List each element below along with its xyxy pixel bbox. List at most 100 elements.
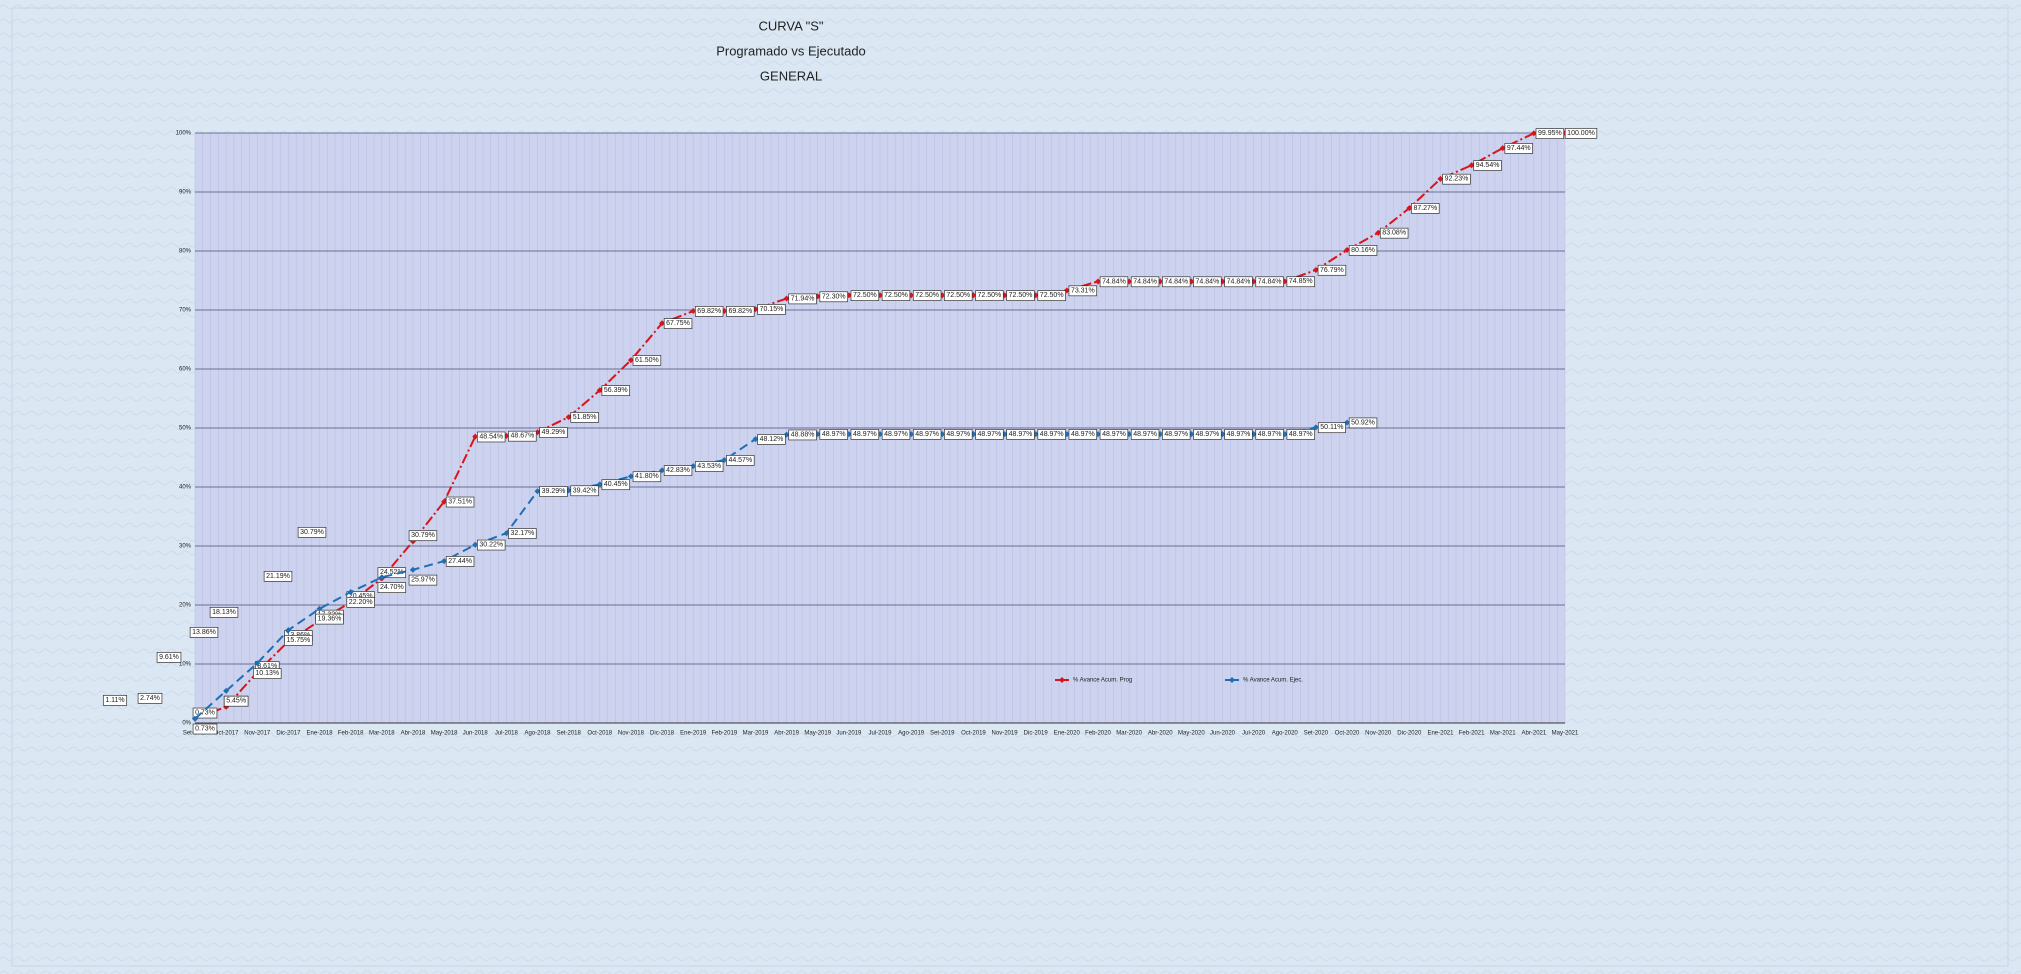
data-label: 10.13% bbox=[255, 670, 279, 677]
data-label-box bbox=[850, 290, 880, 301]
data-label-box bbox=[694, 461, 724, 472]
x-tick-label: Feb-2021 bbox=[1459, 731, 1485, 737]
x-tick-label: Abr-2018 bbox=[401, 731, 426, 737]
data-label: 61.50% bbox=[635, 357, 659, 364]
data-label-box bbox=[601, 385, 630, 396]
data-label: 15.75% bbox=[287, 637, 311, 644]
data-label: 48.97% bbox=[822, 431, 846, 438]
data-label-box bbox=[819, 429, 848, 440]
y-tick-label: 100% bbox=[176, 131, 192, 137]
marker bbox=[1499, 145, 1506, 152]
x-tick-label: Dic-2019 bbox=[1024, 731, 1049, 737]
marker bbox=[1312, 424, 1319, 431]
y-tick-label: 40% bbox=[179, 485, 192, 491]
x-tick-label: Jul-2020 bbox=[1242, 731, 1266, 737]
x-tick-label: Dic-2020 bbox=[1397, 731, 1422, 737]
data-label: 49.29% bbox=[542, 429, 566, 436]
data-label: 48.88% bbox=[791, 431, 815, 438]
data-label-box bbox=[1162, 429, 1191, 440]
x-tick-label: Dic-2018 bbox=[650, 731, 675, 737]
data-label: 39.29% bbox=[542, 488, 566, 495]
data-label: 50.11% bbox=[1320, 424, 1343, 431]
data-label-box bbox=[726, 306, 755, 317]
data-label-box bbox=[726, 455, 755, 466]
x-tick-label: Abr-2019 bbox=[774, 731, 799, 737]
marker bbox=[285, 627, 292, 634]
data-label: 9.61% bbox=[159, 654, 179, 661]
data-label-box bbox=[632, 471, 662, 483]
x-tick-label: Feb-2020 bbox=[1085, 731, 1111, 737]
data-label-box bbox=[1473, 160, 1502, 171]
data-label: 48.97% bbox=[884, 431, 908, 438]
data-label: 1.11% bbox=[105, 697, 124, 704]
x-tick-label: Jun-2018 bbox=[463, 731, 489, 737]
data-label: 48.97% bbox=[1009, 431, 1033, 438]
data-label-box bbox=[570, 412, 599, 423]
marker bbox=[378, 574, 385, 581]
data-label-box bbox=[819, 291, 848, 303]
data-label: 69.82% bbox=[697, 308, 721, 315]
data-label: 2.74% bbox=[140, 695, 160, 702]
x-tick-label: Mar-2018 bbox=[369, 731, 395, 737]
data-label-box bbox=[1193, 276, 1222, 288]
data-label-box bbox=[1006, 290, 1035, 301]
data-label: 72.50% bbox=[946, 292, 970, 299]
data-label-box bbox=[1564, 127, 1598, 139]
data-label: 48.97% bbox=[1258, 431, 1282, 438]
y-tick-label: 30% bbox=[179, 544, 192, 550]
x-tick-label: Feb-2019 bbox=[711, 731, 737, 737]
data-label: 40.45% bbox=[604, 481, 628, 488]
data-label: 48.97% bbox=[1289, 431, 1313, 438]
data-label: 25.97% bbox=[411, 577, 435, 584]
x-tick-label: Ago-2018 bbox=[524, 731, 551, 737]
data-label: 48.97% bbox=[915, 431, 939, 438]
x-tick-label: May-2018 bbox=[431, 731, 458, 737]
x-tick-label: Set-2018 bbox=[556, 731, 581, 737]
data-label: 74.84% bbox=[1195, 278, 1219, 285]
data-label: 22.20% bbox=[349, 599, 373, 606]
data-label-box bbox=[156, 651, 182, 663]
data-label: 72.50% bbox=[978, 292, 1002, 299]
data-label-box bbox=[1504, 143, 1533, 154]
x-tick-label: Dic-2017 bbox=[276, 731, 301, 737]
data-label: 0.73% bbox=[195, 726, 215, 733]
data-label-box bbox=[346, 597, 375, 608]
legend-label: % Avance Acum. Ejec. bbox=[1243, 678, 1303, 684]
data-label-box bbox=[850, 429, 880, 440]
x-tick-label: Oct-2019 bbox=[961, 731, 986, 737]
data-label-box bbox=[377, 582, 407, 593]
marker bbox=[1468, 162, 1475, 169]
data-label-box bbox=[137, 692, 163, 704]
marker bbox=[254, 660, 261, 667]
marker bbox=[690, 308, 697, 315]
data-label-box bbox=[539, 486, 568, 497]
data-label: 83.08% bbox=[1382, 230, 1406, 237]
marker bbox=[409, 566, 416, 573]
data-label-box bbox=[477, 539, 506, 551]
data-label: 5.45% bbox=[226, 698, 246, 705]
data-label-box bbox=[601, 479, 630, 491]
marker bbox=[783, 295, 790, 302]
data-label: 37.51% bbox=[448, 499, 472, 506]
data-label: 24.52% bbox=[380, 569, 404, 576]
marker bbox=[441, 558, 448, 565]
y-tick-label: 20% bbox=[179, 603, 192, 609]
data-label: 76.79% bbox=[1320, 267, 1344, 274]
data-label-box bbox=[102, 694, 128, 706]
data-label: 72.50% bbox=[915, 292, 939, 299]
data-label-box bbox=[1037, 290, 1066, 301]
x-tick-label: Jun-2019 bbox=[836, 731, 862, 737]
marker bbox=[627, 357, 634, 364]
data-label: 48.97% bbox=[853, 431, 877, 438]
data-label: 48.97% bbox=[1071, 431, 1095, 438]
data-label: 48.67% bbox=[510, 433, 534, 440]
chart-subtitle: Programado vs Ejecutado bbox=[716, 43, 866, 58]
chart-subtitle: GENERAL bbox=[760, 68, 822, 83]
data-label-box bbox=[1099, 429, 1129, 440]
data-label: 72.50% bbox=[853, 292, 877, 299]
data-label-box bbox=[1255, 429, 1284, 440]
y-tick-label: 0% bbox=[182, 721, 191, 727]
legend-marker bbox=[1059, 677, 1065, 683]
x-tick-label: Mar-2020 bbox=[1116, 731, 1142, 737]
x-tick-label: Abr-2020 bbox=[1148, 731, 1173, 737]
